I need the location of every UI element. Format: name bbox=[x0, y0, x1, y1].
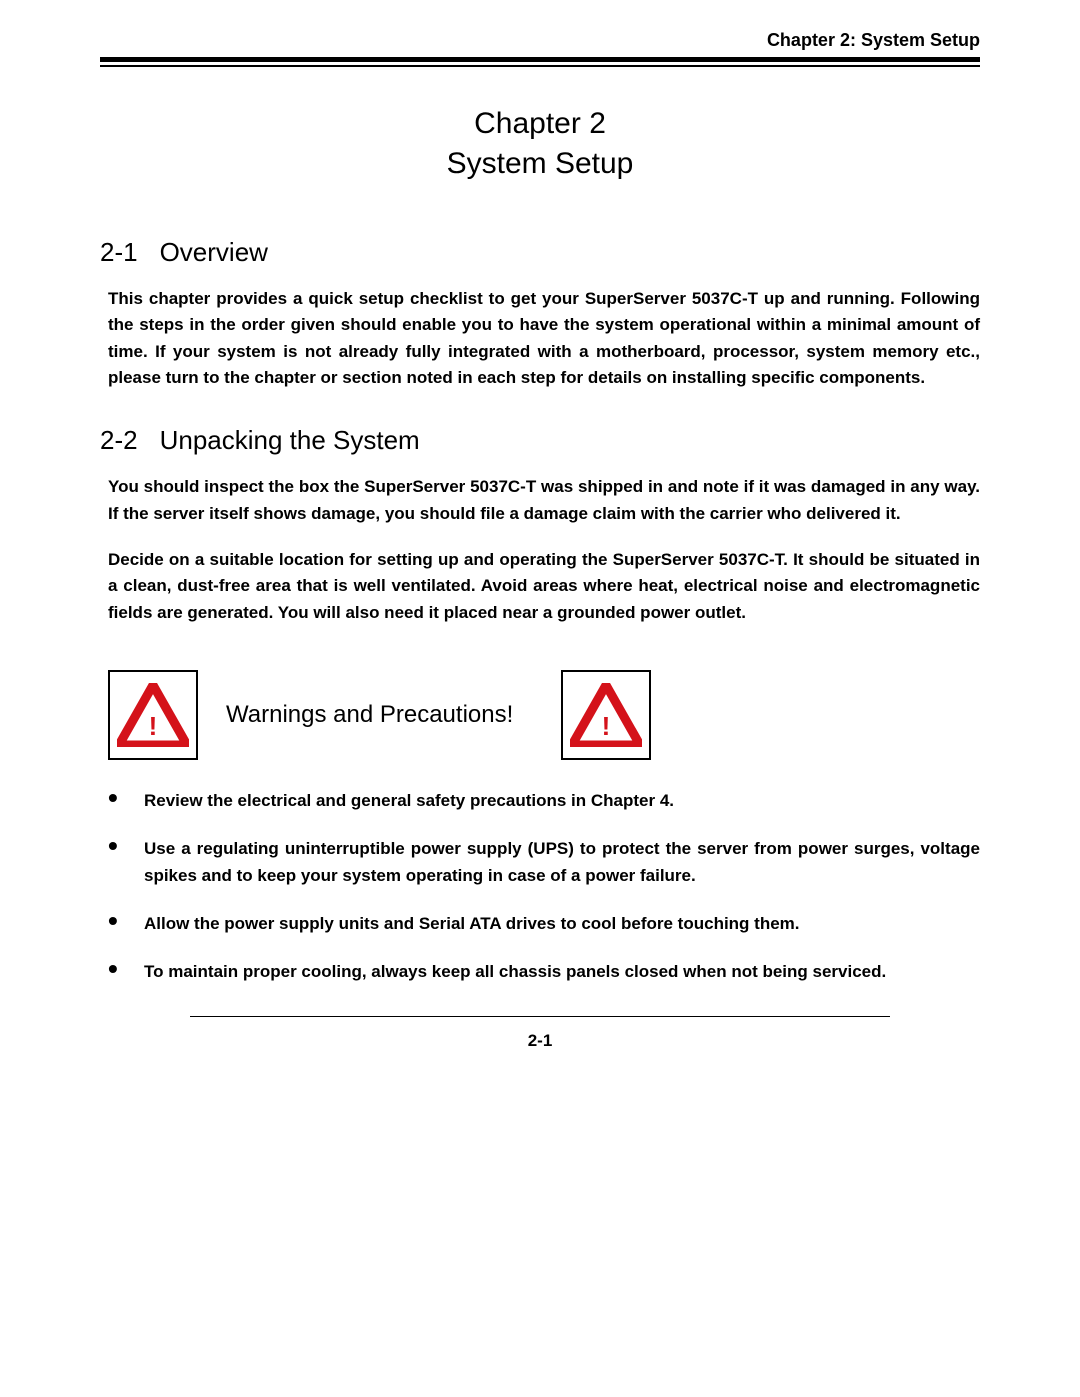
paragraph: You should inspect the box the SuperServ… bbox=[100, 474, 980, 527]
footer-rule bbox=[190, 1016, 890, 1017]
warnings-heading: Warnings and Precautions! bbox=[226, 701, 513, 729]
page-number: 2-1 bbox=[100, 1031, 980, 1051]
section-number: 2-1 bbox=[100, 237, 138, 268]
warning-icon-box-left: ! bbox=[108, 670, 198, 760]
warning-triangle-icon: ! bbox=[117, 683, 189, 747]
running-head: Chapter 2: System Setup bbox=[100, 30, 980, 57]
section-heading-unpacking: 2-2 Unpacking the System bbox=[100, 425, 980, 456]
section-title: Overview bbox=[160, 237, 268, 267]
section-title: Unpacking the System bbox=[160, 425, 420, 455]
section-heading-overview: 2-1 Overview bbox=[100, 237, 980, 268]
header-rule bbox=[100, 57, 980, 67]
section-number: 2-2 bbox=[100, 425, 138, 456]
chapter-number: Chapter 2 bbox=[100, 107, 980, 141]
warnings-row: ! Warnings and Precautions! ! bbox=[108, 670, 980, 760]
warning-triangle-icon: ! bbox=[570, 683, 642, 747]
list-item: Review the electrical and general safety… bbox=[108, 788, 980, 814]
svg-text:!: ! bbox=[602, 711, 611, 741]
svg-text:!: ! bbox=[149, 711, 158, 741]
paragraph: Decide on a suitable location for settin… bbox=[100, 547, 980, 626]
paragraph: This chapter provides a quick setup chec… bbox=[100, 286, 980, 391]
list-item: To maintain proper cooling, always keep … bbox=[108, 959, 980, 985]
chapter-title: System Setup bbox=[100, 147, 980, 181]
list-item: Use a regulating uninterruptible power s… bbox=[108, 836, 980, 889]
warning-icon-box-right: ! bbox=[561, 670, 651, 760]
warnings-list: Review the electrical and general safety… bbox=[100, 788, 980, 986]
list-item: Allow the power supply units and Serial … bbox=[108, 911, 980, 937]
